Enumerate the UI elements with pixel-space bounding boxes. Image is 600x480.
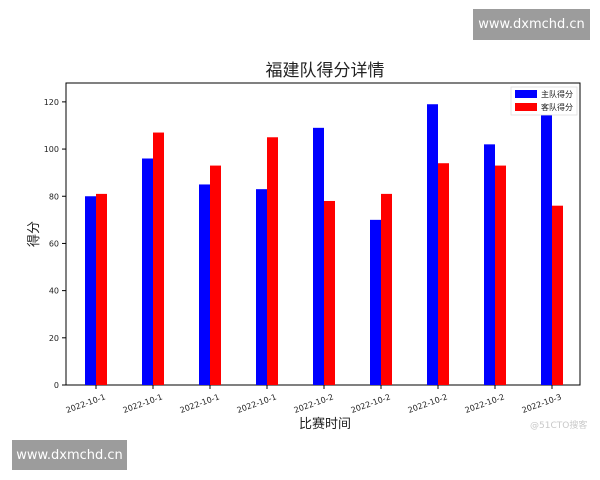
x-tick-label: 2022-10-2 xyxy=(407,392,449,415)
y-tick-label: 100 xyxy=(44,145,59,154)
legend-swatch-home xyxy=(515,90,537,98)
home-bar-4 xyxy=(313,127,324,385)
home-bar-5 xyxy=(370,219,381,385)
y-tick-label: 0 xyxy=(54,381,59,390)
x-tick-label: 2022-10-1 xyxy=(179,392,221,415)
y-tick-label: 20 xyxy=(49,334,59,343)
home-bar-7 xyxy=(484,144,495,385)
x-axis: 2022-10-1 2022-10-1 2022-10-1 2022-10-1 2022… xyxy=(65,385,563,415)
away-bar-2 xyxy=(210,165,221,385)
away-bar-5 xyxy=(381,193,392,385)
x-tick-label: 2022-10-1 xyxy=(236,392,278,415)
home-bar-1 xyxy=(142,158,153,385)
chart-title: 福建队得分详情 xyxy=(266,61,385,81)
x-axis-label: 比赛时间 xyxy=(299,416,351,432)
y-tick-label: 120 xyxy=(44,98,59,107)
y-tick-label: 60 xyxy=(49,239,59,248)
home-bar-3 xyxy=(256,189,267,385)
x-tick-label: 2022-10-3 xyxy=(521,392,563,415)
away-bar-0 xyxy=(96,193,107,385)
x-tick-label: 2022-10-1 xyxy=(65,392,107,415)
home-bar-0 xyxy=(85,196,96,385)
legend: 主队得分 客队得分 xyxy=(510,86,578,116)
away-bar-4 xyxy=(324,200,335,385)
watermark-top: www.dxmchd.cn xyxy=(473,9,590,40)
away-bar-6 xyxy=(438,163,449,385)
x-tick-label: 2022-10-2 xyxy=(293,392,335,415)
x-tick-label: 2022-10-2 xyxy=(350,392,392,415)
home-bar-2 xyxy=(199,184,210,385)
away-bar-3 xyxy=(267,137,278,385)
y-tick-label: 40 xyxy=(49,287,59,296)
legend-label-home: 主队得分 xyxy=(541,89,573,99)
home-bar-8 xyxy=(541,104,552,385)
y-axis: 0 20 40 60 80 100 120 xyxy=(44,98,66,390)
watermark-bottom: www.dxmchd.cn xyxy=(12,440,127,470)
y-tick-label: 80 xyxy=(49,192,59,201)
away-bar-8 xyxy=(552,205,563,385)
watermark-corner: @51CTO搜客 xyxy=(530,421,588,431)
x-tick-label: 2022-10-1 xyxy=(122,392,164,415)
away-bar-7 xyxy=(495,165,506,385)
legend-swatch-away xyxy=(515,103,537,111)
legend-label-away: 客队得分 xyxy=(541,102,573,112)
x-tick-label: 2022-10-2 xyxy=(464,392,506,415)
away-bar-1 xyxy=(153,132,164,385)
home-bar-6 xyxy=(427,104,438,385)
bars-group xyxy=(85,104,563,385)
y-axis-label: 得分 xyxy=(26,221,42,247)
